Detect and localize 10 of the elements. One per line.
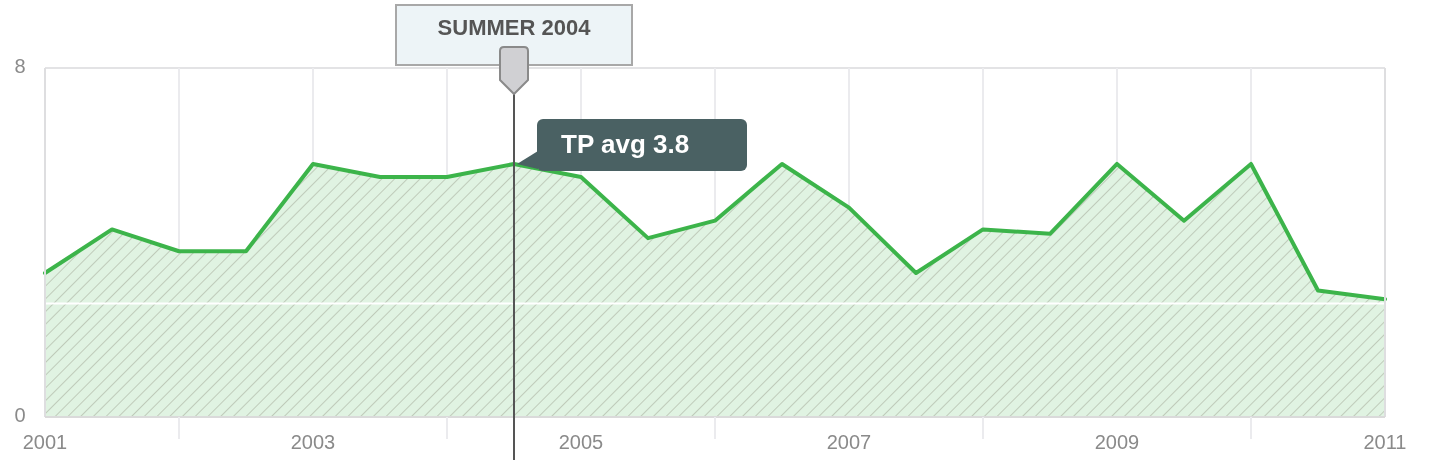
x-tick-label: 2011 [1363, 431, 1407, 454]
ref-line-label: SUMMER 2004 [437, 14, 592, 40]
annotation: TP avg 3.8 [561, 128, 690, 159]
x-tick-label: 2001 [22, 431, 68, 454]
x-tick-label: 2007 [826, 431, 872, 454]
x-tick-label: 2009 [1094, 431, 1140, 454]
x-tick-label: 2003 [290, 431, 336, 454]
y-tick-label: 0 [14, 404, 26, 427]
y-tick-label: 8 [14, 55, 26, 78]
x-tick-label: 2005 [558, 431, 604, 454]
